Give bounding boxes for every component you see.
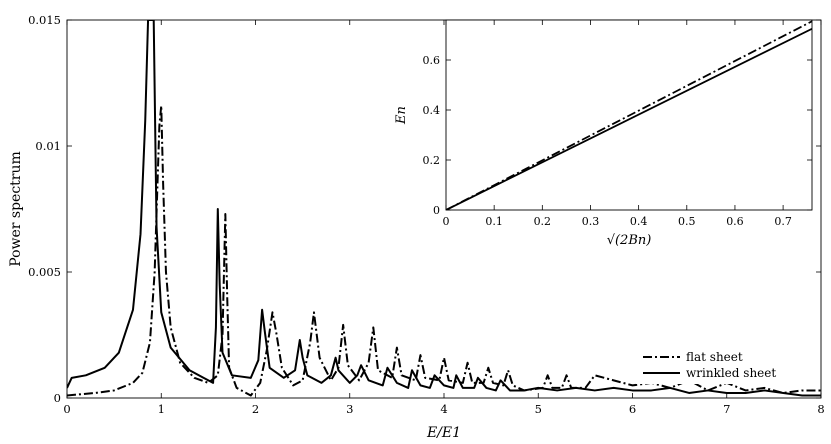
inset-y-tick-label: 0.2 [423,154,441,167]
inset-y-tick-label: 0.4 [423,104,441,117]
inset-y-tick-label: 0 [433,204,440,217]
main-x-axis-label: E/E1 [426,425,461,441]
inset-y-tick-label: 0.6 [423,54,441,67]
main-x-tick-label: 1 [158,402,165,416]
main-x-tick-label: 3 [346,402,353,416]
main-plot: 0 1 2 3 4 5 6 7 8 0 0.005 0.01 0.015 E/E1 Power spectr… [8,13,825,441]
main-y-tick-label: 0.015 [28,13,61,27]
main-series-dashdot-line [67,104,821,397]
inset-x-tick-label: 0.1 [485,215,503,228]
main-x-tick-label: 0 [63,402,70,416]
inset-x-tick-label: 0.5 [678,215,696,228]
inset-x-tick-label: 0.4 [630,215,648,228]
legend-box [636,346,816,384]
main-x-tick-label: 2 [252,402,259,416]
inset-x-tick-label: 0 [443,215,450,228]
main-series-solid-line [67,20,821,397]
main-y-tick-label: 0 [54,391,61,405]
inset-frame [445,19,813,211]
main-y-tick-label: 0.005 [28,265,61,279]
main-y-tick-label: 0.01 [35,139,61,153]
inset-x-axis-label: √(2Bn) [607,233,652,248]
main-frame [66,19,822,399]
inset-x-tick-label: 0.7 [774,215,792,228]
main-x-tick-label: 6 [629,402,636,416]
legend-label: wrinkled sheet [686,366,776,380]
inset-plot: 0 0.1 0.2 0.3 0.4 0.5 0.6 0.7 0 0.2 0.4 0.6 √(2Bn) En [394,19,813,248]
inset-series-dashdot-line [446,20,812,210]
main-y-axis-label: Power spectrum [8,151,24,267]
main-x-tick-label: 5 [535,402,542,416]
legend: flat sheet wrinkled sheet [636,346,816,384]
inset-x-tick-label: 0.6 [726,215,744,228]
legend-label: flat sheet [686,350,743,364]
inset-x-tick-label: 0.3 [582,215,600,228]
inset-x-tick-label: 0.2 [534,215,552,228]
main-x-tick-label: 4 [440,402,447,416]
inset-series-solid-line [446,27,812,210]
main-x-tick-label: 8 [817,402,824,416]
main-x-tick-label: 7 [723,402,730,416]
inset-y-axis-label: En [394,106,409,125]
